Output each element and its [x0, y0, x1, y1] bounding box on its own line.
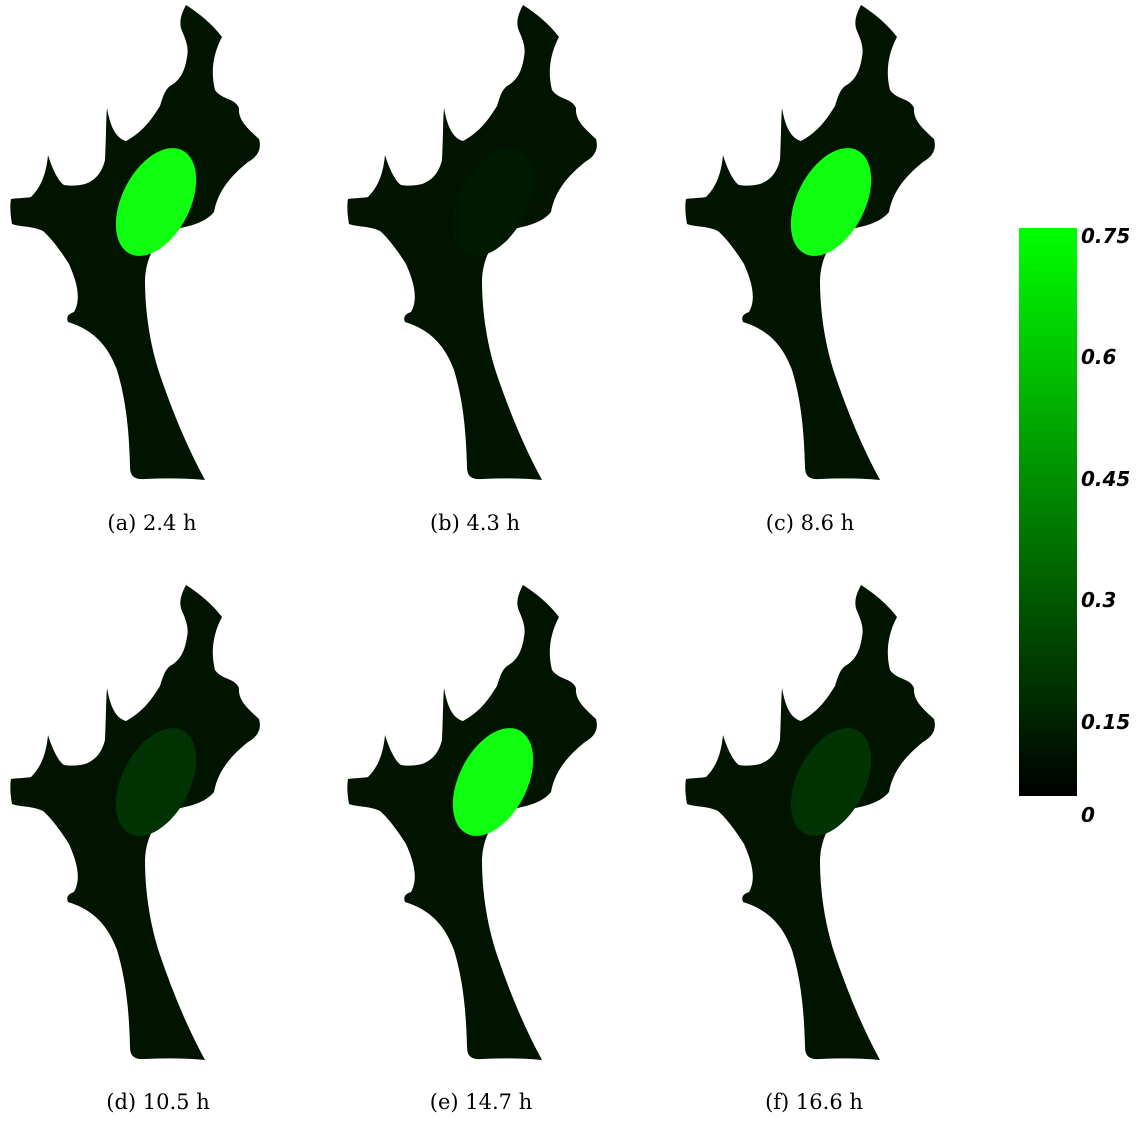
nucleus [115, 728, 197, 836]
colorbar: 0.75 0.6 0.45 0.3 0.15 0 [1019, 224, 1130, 827]
colorbar-tick-label: 0.6 [1081, 345, 1117, 369]
panel-caption: (a) 2.4 h [107, 511, 196, 535]
panel-c: (c) 8.6 h [685, 5, 935, 535]
nucleus [452, 728, 534, 836]
colorbar-tick-label: 0.15 [1081, 710, 1130, 734]
colorbar-tick-label: 0.45 [1081, 467, 1130, 491]
colorbar-tick-label: 0 [1081, 803, 1095, 827]
panel-a: (a) 2.4 h [10, 5, 260, 535]
colorbar-tick-label: 0.3 [1081, 588, 1116, 612]
panel-d: (d) 10.5 h [10, 585, 260, 1114]
panel-caption: (e) 14.7 h [430, 1090, 532, 1114]
panel-b: (b) 4.3 h [347, 5, 597, 535]
panel-caption: (b) 4.3 h [430, 511, 520, 535]
nucleus [115, 148, 197, 256]
nucleus [790, 148, 872, 256]
nucleus [790, 728, 872, 836]
colorbar-gradient [1019, 228, 1077, 796]
panel-e: (e) 14.7 h [347, 585, 597, 1114]
panel-caption: (c) 8.6 h [766, 511, 854, 535]
panel-caption: (d) 10.5 h [106, 1090, 209, 1114]
panel-caption: (f) 16.6 h [765, 1090, 863, 1114]
nucleus [452, 148, 534, 256]
colorbar-tick-label: 0.75 [1081, 224, 1130, 248]
panel-f: (f) 16.6 h [685, 585, 935, 1114]
